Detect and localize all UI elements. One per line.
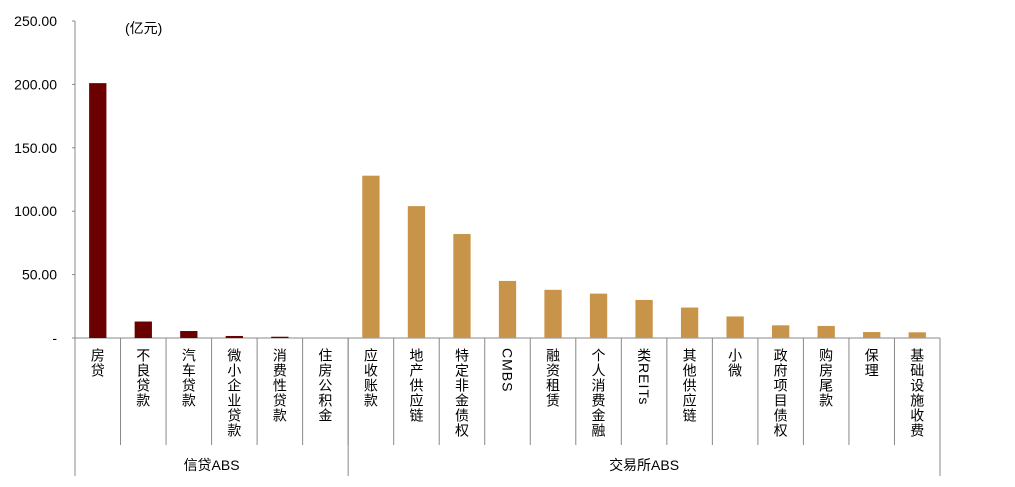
x-tick-label: 个人消费金融	[591, 348, 607, 438]
x-tick-label: 房贷	[90, 348, 106, 378]
bar	[453, 234, 471, 338]
x-tick-label: 汽车贷款	[181, 348, 197, 408]
bar	[817, 325, 835, 338]
x-tick-label: 融资租赁	[545, 348, 561, 408]
group-label: 信贷ABS	[184, 457, 240, 473]
x-tick-label: 购房尾款	[818, 348, 834, 408]
bar	[498, 280, 517, 338]
y-tick-label: 50.00	[22, 267, 57, 283]
x-tick-label: 住房公积金	[317, 348, 333, 423]
bar	[407, 206, 426, 338]
group-label: 交易所ABS	[609, 457, 679, 473]
x-tick-label: 地产供应链	[408, 348, 424, 423]
x-tick-label: 消费性贷款	[272, 348, 288, 423]
x-tick-label: 基础设施收费	[909, 347, 925, 438]
y-tick-label: 200.00	[14, 76, 57, 92]
x-tick-label: 应收账款	[363, 347, 379, 408]
x-tick-label: 其他供应链	[682, 348, 698, 423]
bar	[772, 325, 790, 338]
x-tick-label: 政府项目债权	[773, 348, 789, 438]
x-tick-label: 不良贷款	[135, 348, 151, 408]
bar	[863, 332, 881, 338]
bar	[726, 316, 744, 338]
x-tick-label: 小微	[727, 348, 743, 378]
y-tick-label: 100.00	[14, 203, 57, 219]
bar	[544, 289, 562, 338]
x-tick-label: CMBS	[500, 348, 516, 392]
x-tick-label: 特定非金债权	[454, 348, 470, 438]
bar	[180, 331, 198, 338]
bar	[635, 299, 653, 338]
y-tick-label: 150.00	[14, 140, 57, 156]
x-tick-label: 微小企业贷款	[226, 348, 242, 438]
bar	[89, 83, 107, 339]
bar	[362, 175, 380, 338]
bar	[908, 332, 926, 338]
bar	[680, 307, 699, 338]
unit-label: (亿元)	[125, 20, 162, 36]
x-tick-label: 保理	[864, 348, 880, 378]
y-tick-label: -	[52, 330, 57, 346]
y-tick-label: 250.00	[14, 13, 57, 29]
bar	[271, 336, 289, 338]
bar	[589, 293, 608, 338]
bar	[134, 321, 152, 338]
bar	[225, 335, 243, 338]
x-tick-label: 类REITs	[636, 348, 652, 405]
